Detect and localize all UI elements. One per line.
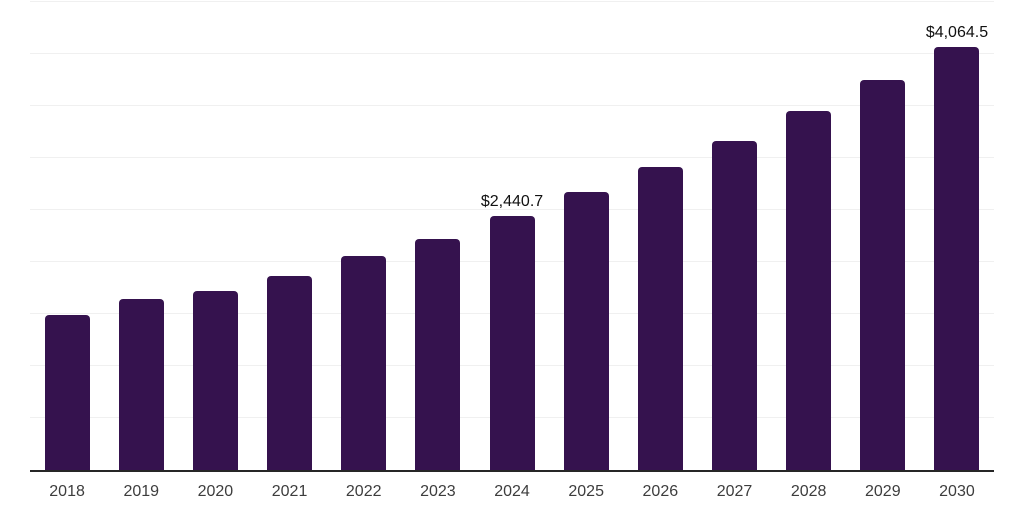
x-axis-tick-label-2020: 2020: [197, 483, 234, 500]
bar-2022: [341, 256, 387, 470]
gridline: [30, 1, 994, 2]
x-axis-tick-label-2027: 2027: [716, 483, 753, 500]
gridline: [30, 105, 994, 106]
bar-slot: [549, 2, 623, 470]
bar-slot: [178, 2, 252, 470]
plot-area: $2,440.7 $4,064.5: [30, 1, 994, 472]
bar-value-label-2024: $2,440.7: [480, 193, 544, 211]
x-axis: 2018 2019 2020 2021 2022 2023 2024 2025 2026 2027…: [30, 472, 994, 512]
x-axis-tick-label-2029: 2029: [865, 483, 901, 500]
bar-2018: [44, 314, 90, 470]
gridline: [30, 53, 994, 54]
bar-slot: $2,440.7: [475, 2, 549, 470]
bar-slot: $4,064.5: [920, 2, 994, 470]
bar-2024: $2,440.7: [481, 193, 543, 470]
bar-slot: [772, 2, 846, 470]
x-axis-tick-label-2022: 2022: [345, 483, 382, 500]
x-axis-tick-label-2028: 2028: [790, 483, 827, 500]
bar-2027: [711, 141, 757, 470]
bar-slot: [623, 2, 697, 470]
bar-2019: [118, 299, 164, 470]
gridline: [30, 209, 994, 210]
x-axis-tick-label-2026: 2026: [642, 483, 679, 500]
bar-slot: [104, 2, 178, 470]
x-axis-tick-label-2018: 2018: [49, 483, 85, 500]
x-axis-tick-label-2023: 2023: [420, 483, 456, 500]
x-axis-tick-label-2019: 2019: [123, 483, 160, 500]
bar-slot: [401, 2, 475, 470]
bar-2026: [637, 167, 683, 470]
bar-slot: [327, 2, 401, 470]
bar-2023: [415, 238, 461, 470]
bar-2030: $4,064.5: [926, 24, 988, 470]
bar-slot: [697, 2, 771, 470]
bar-slot: [30, 2, 104, 470]
x-axis-tick-label-2024: 2024: [494, 483, 530, 500]
x-axis-tick-label-2030: 2030: [939, 483, 975, 500]
bar-slot: [846, 2, 920, 470]
bar-2028: [786, 111, 832, 470]
gridline: [30, 157, 994, 158]
bar-2025: [563, 192, 609, 470]
bar-2029: [860, 80, 906, 470]
bar-slot: [252, 2, 326, 470]
x-axis-tick-label-2021: 2021: [271, 483, 308, 500]
x-axis-tick-label-2025: 2025: [568, 483, 604, 500]
bar-2020: [192, 291, 238, 470]
bar-group: $2,440.7 $4,064.5: [30, 2, 994, 470]
bar-2021: [267, 275, 313, 470]
bar-value-label-2030: $4,064.5: [925, 24, 989, 42]
